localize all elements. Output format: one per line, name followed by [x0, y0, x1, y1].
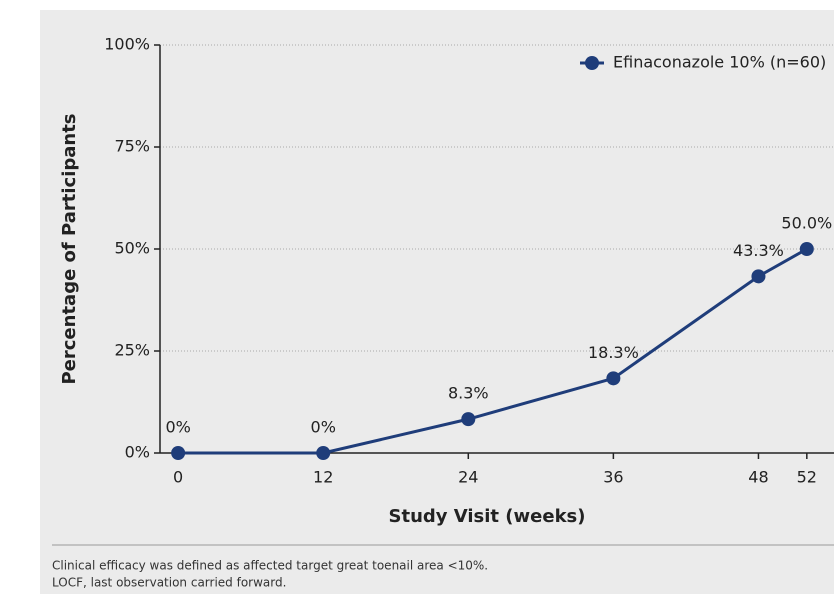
x-tick-label: 52	[797, 468, 817, 487]
data-label: 43.3%	[733, 241, 784, 260]
x-tick-label: 12	[313, 468, 333, 487]
legend-marker	[585, 56, 599, 70]
x-tick-label: 36	[603, 468, 623, 487]
line	[178, 247, 808, 455]
y-tick-label: 25%	[114, 341, 150, 360]
y-tick-label: 50%	[114, 239, 150, 258]
data-label: 0%	[311, 418, 336, 437]
x-tick-label: 0	[173, 468, 183, 487]
x-tick-label: 48	[748, 468, 768, 487]
y-tick-label: 100%	[104, 35, 150, 54]
y-tick-label: 0%	[125, 443, 150, 462]
data-label: 0%	[165, 418, 190, 437]
data-label: 18.3%	[588, 343, 639, 362]
footnote: Clinical efficacy was defined as affecte…	[52, 559, 488, 573]
marker	[461, 412, 476, 427]
legend-label: Efinaconazole 10% (n=60)	[613, 53, 826, 72]
data-label: 8.3%	[448, 384, 489, 403]
y-tick-label: 75%	[114, 137, 150, 156]
marker	[606, 371, 621, 386]
y-axis-title: Percentage of Participants	[59, 113, 80, 384]
footnote: LOCF, last observation carried forward.	[52, 576, 286, 590]
panel	[40, 10, 834, 594]
marker	[316, 446, 331, 460]
marker	[751, 269, 766, 284]
data-label: 50.0%	[781, 214, 832, 233]
marker	[171, 446, 186, 460]
x-tick-label: 24	[458, 468, 478, 487]
marker	[799, 242, 814, 256]
x-axis-title: Study Visit (weeks)	[389, 506, 586, 527]
